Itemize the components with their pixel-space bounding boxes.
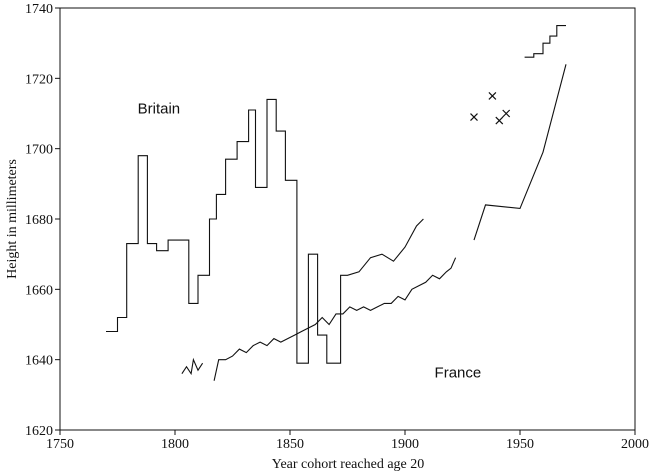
series-label: France — [435, 364, 482, 381]
cross-marker — [502, 109, 511, 118]
series-label: Britain — [138, 101, 181, 118]
y-axis-label: Height in millimeters — [5, 159, 20, 279]
cross-marker — [495, 116, 504, 125]
y-tick-label: 1720 — [25, 72, 53, 87]
y-tick-label: 1640 — [25, 354, 53, 369]
x-tick-label: 2000 — [621, 437, 649, 452]
y-tick-label: 1700 — [25, 143, 53, 158]
series-line — [106, 25, 566, 364]
x-tick-label: 1750 — [46, 437, 74, 452]
x-tick-label: 1850 — [276, 437, 304, 452]
cross-marker — [488, 91, 497, 100]
plot-frame — [59, 7, 636, 431]
y-tick-label: 1620 — [25, 424, 53, 439]
x-axis-label: Year cohort reached age 20 — [272, 457, 425, 472]
y-tick-label: 1740 — [25, 2, 53, 17]
x-tick-label: 1900 — [391, 437, 419, 452]
series-line — [181, 64, 567, 381]
x-tick-label: 1800 — [161, 437, 189, 452]
y-tick-label: 1680 — [25, 213, 53, 228]
cross-marker — [470, 113, 478, 121]
y-tick-label: 1660 — [25, 283, 53, 298]
x-tick-label: 1950 — [506, 437, 534, 452]
